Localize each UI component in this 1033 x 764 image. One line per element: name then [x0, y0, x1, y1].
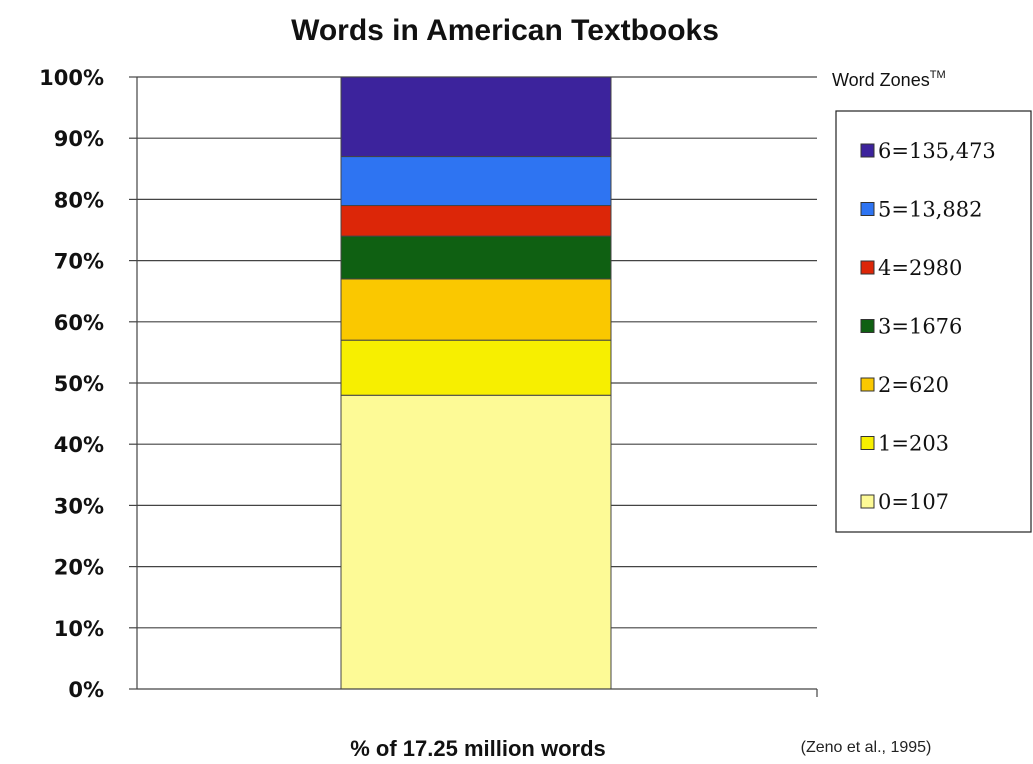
- bar-segment-3: [340, 235, 612, 280]
- source-citation: (Zeno et al., 1995): [801, 739, 932, 756]
- legend-label: 4=2980: [878, 256, 962, 280]
- y-tick-label: 10%: [54, 617, 104, 641]
- legend-swatch: [860, 436, 875, 450]
- legend-swatch: [860, 377, 875, 392]
- legend-swatch: [860, 260, 875, 275]
- stacked-bar: [340, 76, 612, 690]
- legend-label: 6=135,473: [878, 139, 996, 163]
- y-tick-label: 30%: [54, 494, 104, 518]
- legend-label: 2=620: [878, 373, 949, 397]
- legend-swatch: [860, 143, 875, 158]
- y-tick-label: 90%: [54, 127, 104, 151]
- y-tick-label: 40%: [54, 433, 104, 457]
- bar-segment-4: [340, 205, 612, 237]
- legend-swatch: [860, 319, 875, 333]
- bar-segment-6: [340, 76, 612, 158]
- y-axis-tick-labels: 0% 10% 20% 30% 40% 50% 60% 70% 80% 90% 100%: [39, 66, 104, 702]
- legend-swatch: [860, 494, 875, 509]
- legend-title: Word ZonesTM: [832, 69, 946, 90]
- legend-label: 5=13,882: [878, 198, 982, 222]
- y-tick-label: 60%: [54, 311, 104, 335]
- legend-swatch: [860, 202, 875, 216]
- x-axis-label: % of 17.25 million words: [350, 736, 606, 761]
- y-tick-label: 80%: [54, 188, 104, 212]
- bar-segment-0: [340, 394, 612, 690]
- legend-label: 0=107: [878, 490, 949, 514]
- bar-segment-5: [340, 156, 612, 207]
- legend: 6=135,473 5=13,882 4=2980 3=1676 2=620 1=203 0…: [860, 139, 996, 514]
- chart-title: Words in American Textbooks: [291, 14, 719, 47]
- legend-title-superscript: TM: [930, 69, 946, 81]
- axes: [129, 76, 818, 697]
- y-tick-label: 20%: [54, 556, 104, 580]
- legend-label: 3=1676: [878, 315, 962, 339]
- y-tick-label: 0%: [68, 678, 104, 702]
- y-tick-label: 100%: [39, 66, 104, 90]
- legend-label: 1=203: [878, 432, 949, 456]
- legend-title-text: Word Zones: [832, 70, 930, 90]
- bar-segment-2: [340, 278, 612, 341]
- y-tick-label: 50%: [54, 372, 104, 396]
- y-tick-label: 70%: [54, 250, 104, 274]
- bar-segment-1: [340, 339, 612, 396]
